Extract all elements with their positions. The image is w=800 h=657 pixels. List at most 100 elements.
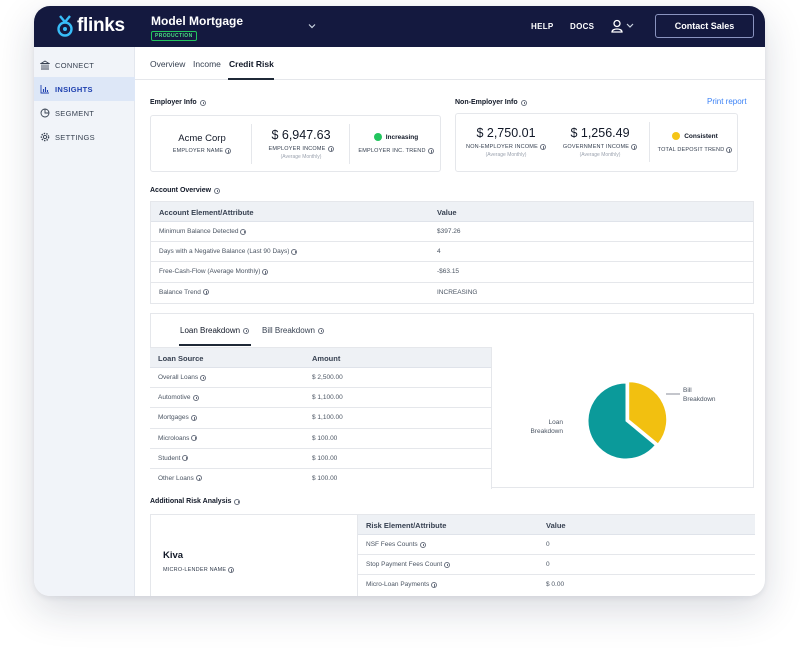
info-icon[interactable] <box>317 327 324 334</box>
tab-income[interactable]: Income <box>193 59 221 69</box>
help-link[interactable]: HELP <box>531 22 554 31</box>
divider <box>649 122 650 162</box>
employer-trend-value: Increasing <box>385 133 419 141</box>
row-value: $ 1,100.00 <box>312 414 343 422</box>
info-icon[interactable] <box>726 147 733 153</box>
chevron-down-icon[interactable] <box>307 21 317 31</box>
sidebar-item-insights[interactable]: INSIGHTS <box>34 77 135 101</box>
pie-label-leader-line <box>666 393 680 395</box>
row-value: -$63.15 <box>437 268 460 276</box>
risk-analysis-heading: Additional Risk Analysis <box>150 498 241 505</box>
top-bar: flinks Model Mortgage PRODUCTION HELP DO… <box>34 6 765 47</box>
non-employer-info-heading: Non-Employer Info <box>455 99 527 106</box>
row-value: INCREASING <box>437 288 478 296</box>
table-header: Account Element/Attribute Value <box>151 202 753 222</box>
row-label: NSF Fees Counts <box>366 541 418 548</box>
app-window: flinks Model Mortgage PRODUCTION HELP DO… <box>34 6 765 596</box>
info-icon[interactable] <box>539 144 546 150</box>
info-icon[interactable] <box>419 541 426 548</box>
info-icon[interactable] <box>228 567 235 573</box>
breakdown-card: Loan Breakdown Bill Breakdown Loan Sourc… <box>150 313 754 490</box>
employer-name-value: Acme Corp <box>178 133 226 144</box>
info-icon[interactable] <box>520 99 527 106</box>
info-icon[interactable] <box>427 148 434 154</box>
government-income-value: $ 1,256.49 <box>570 126 630 140</box>
row-label: Mortgages <box>158 414 189 422</box>
info-icon[interactable] <box>192 394 199 401</box>
app-title[interactable]: Model Mortgage <box>151 14 243 28</box>
micro-lender-block: Kiva MICRO-LENDER NAME <box>163 550 235 573</box>
tab-bill-breakdown[interactable]: Bill Breakdown <box>262 326 324 335</box>
row-value: $ 100.00 <box>312 474 338 482</box>
info-icon[interactable] <box>225 148 232 154</box>
pie-label-loan: Loan Breakdown <box>513 418 563 436</box>
active-tab-indicator <box>228 78 274 80</box>
row-label: Balance Trend <box>159 288 201 296</box>
table-row: NSF Fees Counts 0 <box>358 535 755 556</box>
sidebar-item-connect[interactable]: CONNECT <box>34 53 135 77</box>
info-icon[interactable] <box>262 268 269 275</box>
metric-label: EMPLOYER INCOME <box>268 146 326 152</box>
column-header: Value <box>437 208 457 217</box>
info-icon[interactable] <box>243 327 250 334</box>
row-value: $ 1,100.00 <box>312 394 343 402</box>
info-icon[interactable] <box>202 289 209 296</box>
breakdown-pie-chart <box>587 381 668 460</box>
info-icon[interactable] <box>182 455 189 462</box>
tab-credit-risk[interactable]: Credit Risk <box>229 59 274 69</box>
column-header: Account Element/Attribute <box>159 208 254 217</box>
pie-slice-loan-breakdown[interactable] <box>587 382 656 460</box>
docs-link[interactable]: DOCS <box>570 22 595 31</box>
divider <box>251 124 252 164</box>
sidebar-item-label: CONNECT <box>55 60 95 70</box>
micro-lender-name: Kiva <box>163 550 184 561</box>
column-header: Risk Element/Attribute <box>366 521 447 530</box>
row-value: $397.26 <box>437 228 461 235</box>
table-header: Risk Element/Attribute Value <box>358 515 755 535</box>
trend-up-icon <box>373 133 382 141</box>
sidebar-item-settings[interactable]: SETTINGS <box>34 125 135 149</box>
metric-label: EMPLOYER INC. TREND <box>358 148 426 154</box>
print-report-link[interactable]: Print report <box>707 97 747 106</box>
user-menu-icon[interactable] <box>611 19 635 33</box>
sidebar-item-label: INSIGHTS <box>55 84 93 94</box>
pie-chart-icon <box>40 108 50 118</box>
deposit-trend-metric: Consistent TOTAL DEPOSIT TREND <box>652 132 738 153</box>
info-icon[interactable] <box>200 374 207 381</box>
info-icon[interactable] <box>327 146 334 152</box>
label-line: Breakdown <box>683 396 716 403</box>
sidebar-item-segment[interactable]: SEGMENT <box>34 101 135 125</box>
deposit-trend-value: Consistent <box>684 132 718 140</box>
logo[interactable]: flinks <box>56 15 125 37</box>
pie-slice-bill-breakdown[interactable] <box>628 381 668 445</box>
table-header: Loan Source Amount <box>150 348 491 368</box>
government-income-metric: $ 1,256.49 GOVERNMENT INCOME (Average Mo… <box>554 126 646 158</box>
info-icon[interactable] <box>431 581 438 588</box>
info-icon[interactable] <box>191 435 198 442</box>
metric-label: NON-EMPLOYER INCOME <box>466 144 538 150</box>
row-label: Automotive <box>158 394 191 402</box>
info-icon[interactable] <box>195 475 202 482</box>
employer-info-heading: Employer Info <box>150 99 206 106</box>
info-icon[interactable] <box>240 228 247 235</box>
info-icon[interactable] <box>291 248 298 255</box>
info-icon[interactable] <box>631 144 638 150</box>
section-title: Additional Risk Analysis <box>150 498 232 505</box>
label-line: Bill <box>683 387 692 394</box>
table-row: Overall Loans $ 2,500.00 <box>150 368 491 389</box>
table-row: Stop Payment Fees Count 0 <box>358 555 755 576</box>
metric-label: MICRO-LENDER NAME <box>163 567 227 573</box>
tab-overview[interactable]: Overview <box>150 59 186 69</box>
row-value: $ 0.00 <box>546 581 565 589</box>
row-value: 0 <box>546 561 550 569</box>
row-value: 0 <box>546 541 550 548</box>
info-icon[interactable] <box>190 414 197 421</box>
active-subtab-indicator <box>179 344 251 346</box>
info-icon[interactable] <box>214 187 221 194</box>
info-icon[interactable] <box>444 561 451 568</box>
info-icon[interactable] <box>199 99 206 106</box>
account-overview-table: Account Element/Attribute Value Minimum … <box>150 201 754 304</box>
tab-loan-breakdown[interactable]: Loan Breakdown <box>180 326 250 335</box>
contact-sales-button[interactable]: Contact Sales <box>655 14 754 38</box>
info-icon[interactable] <box>234 498 241 505</box>
